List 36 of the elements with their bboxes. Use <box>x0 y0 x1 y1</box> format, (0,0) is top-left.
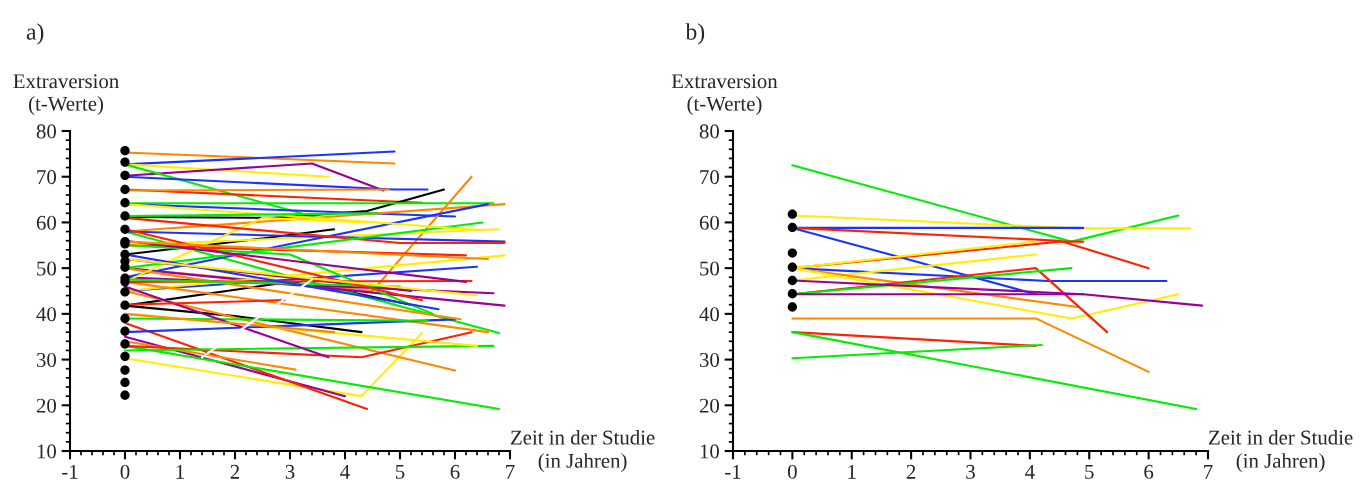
x-tick-label: 2 <box>230 464 240 479</box>
x-tick-label: 2 <box>906 464 916 479</box>
y-tick-label: 60 <box>36 215 57 230</box>
y-axis-title: Extraversion (t-Werte) <box>671 74 778 115</box>
x-tick-label: 3 <box>966 464 975 479</box>
x-tick-label: 6 <box>450 464 460 479</box>
y-tick-label: 20 <box>699 398 720 413</box>
x-tick-label: 1 <box>176 464 184 479</box>
y-tick-label: 10 <box>700 444 720 459</box>
x-tick-label: 1 <box>848 464 856 479</box>
y-tick-label: 70 <box>37 170 57 185</box>
y-tick-label: 10 <box>37 444 57 459</box>
x-tick-label: 5 <box>1085 465 1094 479</box>
y-tick-label: 60 <box>699 215 720 230</box>
chart-title: b) <box>685 23 705 45</box>
y-tick-label: 40 <box>699 307 720 322</box>
x-tick-label: -1 <box>725 464 741 479</box>
x-tick-label: 4 <box>340 464 350 479</box>
chart-title: a) <box>26 23 44 45</box>
y-tick-label: 80 <box>36 124 57 139</box>
y-tick-label: 50 <box>700 261 720 276</box>
x-tick-label: 0 <box>787 464 797 479</box>
y-tick-label: 50 <box>37 261 57 276</box>
y-axis-title: Extraversion (t-Werte) <box>13 74 119 115</box>
x-tick-label: -1 <box>62 464 78 479</box>
y-tick-label: 40 <box>36 307 57 322</box>
x-tick-label: 0 <box>120 464 130 479</box>
y-tick-label: 70 <box>700 170 720 185</box>
x-tick-label: 5 <box>396 465 405 479</box>
y-tick-label: 20 <box>36 398 57 413</box>
y-tick-label: 80 <box>699 124 720 139</box>
x-tick-label: 3 <box>285 464 295 479</box>
x-tick-label: 6 <box>1144 464 1154 479</box>
y-tick-label: 30 <box>36 352 57 367</box>
y-tick-label: 30 <box>699 352 720 367</box>
x-tick-label: 4 <box>1025 464 1035 479</box>
